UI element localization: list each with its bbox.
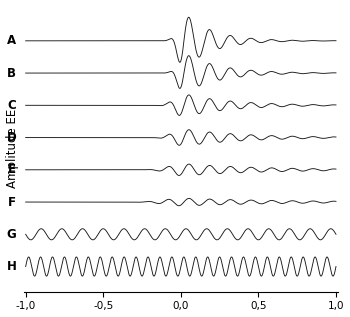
Text: A: A [7, 34, 16, 47]
Text: C: C [8, 99, 16, 112]
Text: H: H [7, 260, 16, 273]
Text: G: G [7, 228, 16, 241]
Text: F: F [8, 196, 16, 209]
Y-axis label: Amplitude EE: Amplitude EE [6, 109, 19, 188]
Text: E: E [8, 163, 16, 176]
Text: D: D [7, 131, 16, 144]
Text: B: B [7, 67, 16, 80]
